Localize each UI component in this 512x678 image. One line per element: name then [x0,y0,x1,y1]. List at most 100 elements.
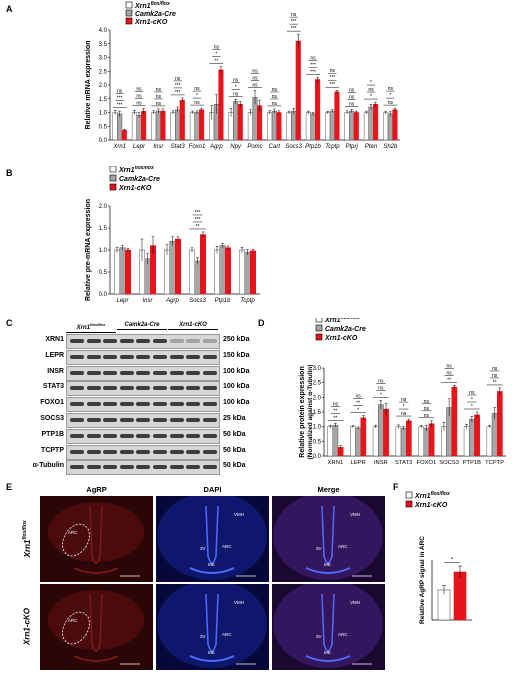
blot-band [86,449,101,454]
bar [194,260,201,295]
blot-band [86,354,101,359]
x-tick-label: Stat3 [171,144,186,150]
bar [451,386,458,457]
blot-row-label: PTP1B [41,430,64,438]
sig-label: * [196,93,198,99]
me-label: ME [324,562,331,567]
y-tick-label: 1.5 [99,97,108,103]
bar [423,427,430,457]
median-eminence [73,567,119,574]
bar [496,391,503,457]
bar [378,404,384,457]
blot-band [136,418,151,422]
sig-label: ns [424,413,430,419]
sig-label: *** [310,62,316,68]
blot-band [169,433,184,438]
legend-swatch [405,500,413,508]
median-eminence [305,567,351,574]
tissue-signal [48,502,144,562]
blot-band [119,370,134,375]
sig-label: ** [493,380,497,386]
blot-row-label: α-Tubulin [32,462,64,470]
blot-band [202,386,217,391]
blot-band [153,465,167,470]
blot-band [136,354,151,359]
blot-band [153,339,167,343]
third-ventricle-label: 3V [200,634,206,639]
y-tick-label: 0.5 [99,124,108,130]
y-axis-label: Relative AgRP signal in ARC [419,536,426,624]
y-tick-label: 0.0 [313,454,322,460]
blot-band [136,386,151,391]
legend-swatch [109,166,117,173]
sig-label: ns [424,406,430,412]
blot-band [70,449,84,454]
sig-label: *** [195,210,201,216]
sig-label: * [403,404,405,410]
blot-band [202,402,217,407]
third-ventricle-label: 3V [200,546,206,551]
x-tick-label: Lepr [116,298,129,304]
sig-label: * [471,404,473,410]
blot-band [153,370,167,375]
bar [486,426,493,457]
me-label: ME [324,650,331,655]
blot-band [86,339,101,343]
vmh-label: VMH [350,600,360,605]
bar [250,250,256,295]
bar [225,247,231,295]
blot-group-label: Camk2a-Cre [117,322,167,330]
bar [405,420,412,457]
micro-row-label: Xrn1-cKO [22,608,32,645]
legend-label: Xrn1flox/flox [134,1,170,10]
tissue-signal [273,584,383,668]
third-ventricle [89,505,103,564]
bar [244,251,251,295]
blot-band [202,433,217,438]
legend-label: Camk2a-Cre [325,326,366,333]
sig-label: ns [349,94,355,100]
micro-image-agrp: ARC [40,584,153,670]
x-tick-label: Insr [153,144,164,150]
arc-label: ARC [68,530,78,535]
panel-label-b: B [6,168,13,178]
blot-band [86,386,101,391]
chart-b: 0.0 0.5 1.0 1.5 2.0 Relative pre-mRNA express… [85,166,260,304]
legend-swatch [125,17,133,25]
sig-label: ns [117,88,123,94]
x-tick-label: Ptp1b [215,298,231,304]
blot-band [136,339,151,343]
blot-kda-label: 100 kDa [223,399,250,407]
bar [387,113,393,141]
third-ventricle [205,593,219,652]
blot-band [169,354,184,359]
sig-label: ** [333,408,337,414]
bar [169,240,176,295]
tissue-signal [157,584,267,668]
bar [141,110,147,141]
bar [239,249,245,295]
y-axis-label: Relative mRNA expression [85,41,92,130]
blot-kda-label: 150 kDa [223,351,250,359]
blot-band [103,402,118,407]
bar [160,110,166,141]
sig-label: *** [117,95,123,101]
bar [400,427,407,457]
blot-band [103,370,118,375]
legend-swatch [109,183,117,191]
sig-label: ns [368,87,374,93]
blot-band [153,418,167,422]
blot-row-label: STAT3 [42,383,64,391]
bar [350,426,356,457]
blot-band [86,465,101,470]
blot-band [103,418,118,422]
legend-label: Xrn1-cKO [134,19,168,26]
x-tick-label: Agrp [165,298,179,304]
blot-band [136,465,151,470]
sig-label: ns [310,55,316,61]
blot-band [136,433,151,438]
x-tick-label: Socs3 [189,298,206,304]
arc-label: ARC [222,544,232,549]
y-tick-label: 2.0 [99,83,108,89]
chart-f-plot: Relative AgRP signal in ARC * Xrn1flox/flo… [405,491,472,624]
